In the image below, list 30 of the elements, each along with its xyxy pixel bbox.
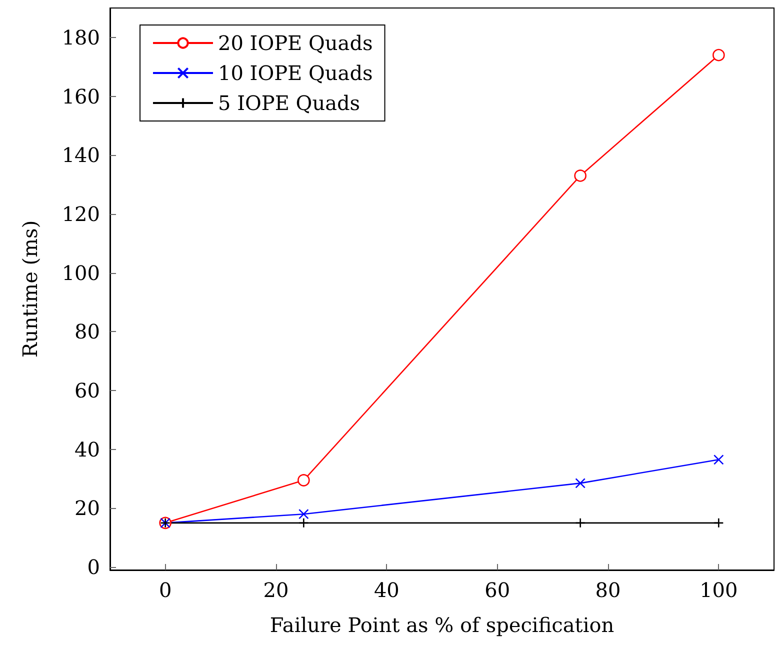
y-tick-label: 20 (74, 496, 100, 520)
y-tick-label: 180 (62, 25, 100, 50)
y-tick-label: 160 (62, 84, 100, 108)
point (712, 48, 725, 62)
point (298, 474, 310, 486)
x-axis-title: Failure Point as % of specification (270, 613, 614, 637)
x-tick-label: 80 (595, 578, 621, 602)
y-tick-label: 80 (74, 320, 100, 344)
y-tick-label: 140 (62, 143, 100, 168)
y-tick-label: 100 (62, 260, 100, 285)
point (575, 518, 586, 528)
y-tick-label: 120 (62, 202, 100, 226)
point (298, 508, 309, 520)
y-tick-label: 60 (74, 378, 100, 403)
x-tick-label: 100 (700, 578, 738, 602)
y-tick-label: 0 (87, 555, 100, 580)
point (714, 454, 724, 465)
point (574, 170, 586, 182)
legend-label: 20 IOPE Quads (218, 31, 373, 55)
legend-label: 5 IOPE Quads (218, 91, 360, 115)
y-axis-title: Runtime (ms) (18, 220, 42, 358)
x-tick-label: 20 (263, 578, 289, 602)
x-tick-label: 0 (158, 578, 172, 602)
point (298, 518, 309, 528)
x-tick-label: 60 (484, 578, 510, 602)
x-tick-label: 40 (374, 578, 400, 602)
legend-label: 10 IOPE Quads (218, 61, 373, 85)
y-tick-label: 40 (74, 437, 100, 462)
point (575, 478, 586, 488)
point (714, 518, 724, 528)
